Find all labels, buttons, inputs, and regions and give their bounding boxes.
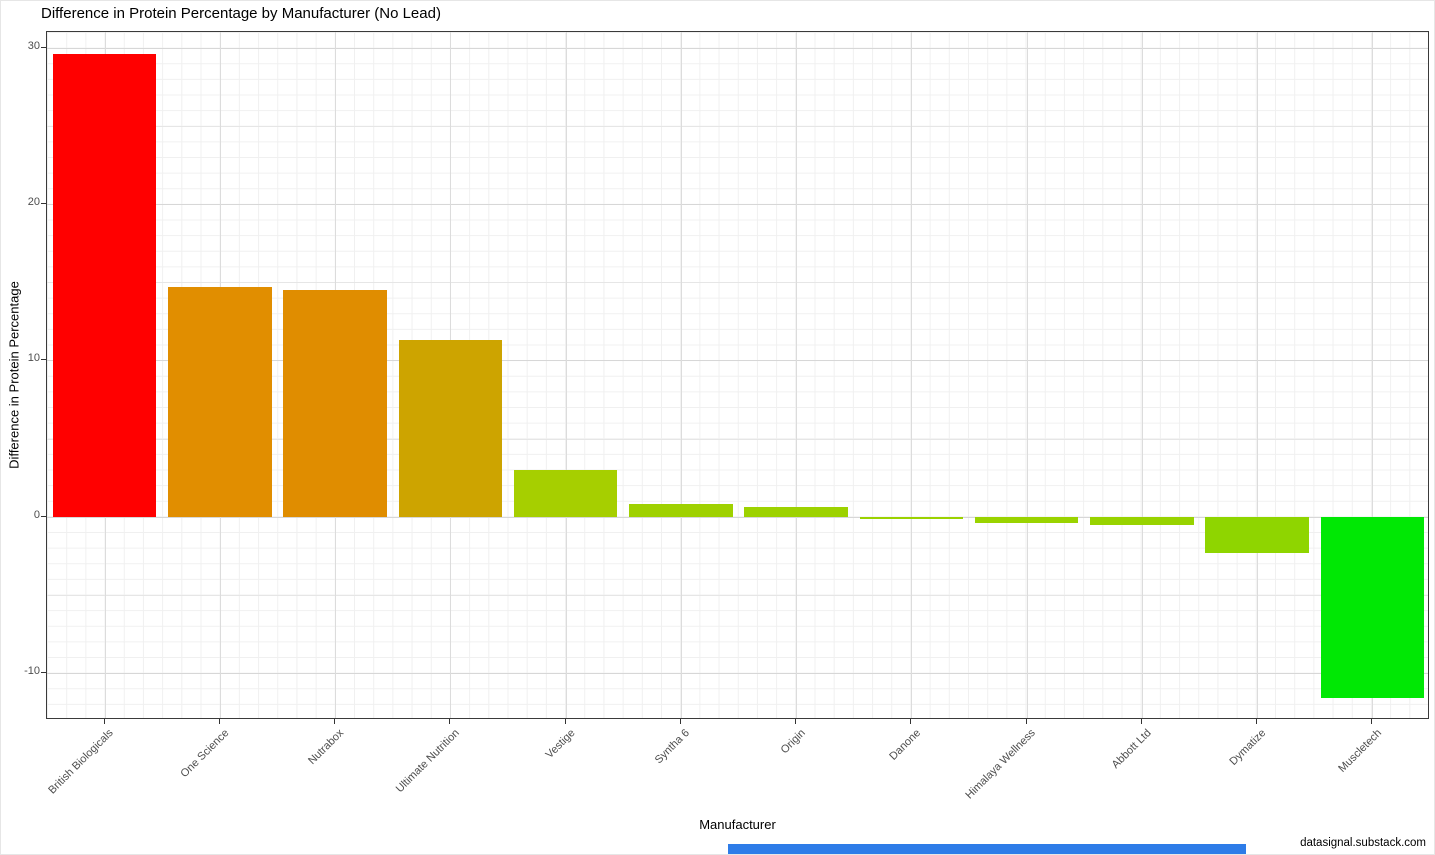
y-tick-label: 10 [27,352,40,365]
x-tick-label: Danone [887,727,923,763]
x-axis-tick [1371,719,1373,724]
x-tick-label: Abbott Ltd [1109,727,1154,771]
gridline-minor [47,282,1428,284]
x-tick-label: Muscletech [1336,727,1384,775]
x-tick-label: Dymatize [1227,727,1269,768]
y-tick-label: 0 [33,508,40,521]
y-axis-title: Difference in Protein Percentage [6,281,22,469]
plot-panel [46,31,1429,719]
gridline-major [47,204,1428,205]
x-tick-label: Ultimate Nutrition [393,727,462,796]
y-axis-tick [41,359,46,361]
bar-himalaya-wellness [974,516,1079,523]
bar-dymatize [1205,516,1309,553]
x-axis-tick [1256,719,1258,724]
x-tick-label: Syntha 6 [653,727,693,767]
x-axis-tick [564,719,566,724]
x-axis-tick [1025,719,1027,724]
bar-origin [744,507,848,517]
gridline-vertical [1257,32,1259,718]
y-tick-label: -10 [24,665,40,678]
bar-british-biologicals [52,53,157,517]
x-tick-label: Origin [778,727,808,757]
gridline-vertical [680,32,682,718]
y-axis-tick [41,203,46,204]
x-axis-tick [103,719,105,724]
y-axis-tick [41,672,46,674]
gridline-major [47,47,1428,49]
gridline-vertical [565,32,567,718]
gridline-vertical [1141,32,1143,718]
y-tick-label: 20 [27,196,40,208]
bar-danone [859,516,964,520]
gridline-major [47,673,1428,675]
bar-ultimate-nutrition [398,340,503,517]
y-tick-label: 30 [27,39,40,52]
bar-muscletech [1320,516,1425,699]
bar-nutrabox [283,290,387,517]
x-axis-title: Manufacturer [699,817,776,832]
x-tick-label: One Science [178,727,232,781]
x-axis-tick [1140,719,1142,724]
x-axis-tick [679,719,681,724]
bar-one-science [168,286,272,517]
bottom-accent-strip [728,844,1246,854]
x-axis-tick [910,719,912,724]
gridline-minor [47,594,1428,596]
gridline-vertical [796,32,798,718]
x-tick-label: British Biologicals [46,727,117,797]
gridline-minor [47,125,1428,127]
bar-vestige [513,469,618,517]
gridline-vertical [911,32,913,718]
bar-abbott-ltd [1090,516,1194,525]
x-axis-tick [795,719,797,724]
x-tick-label: Vestige [543,727,578,762]
chart-title: Difference in Protein Percentage by Manu… [41,5,441,22]
y-axis-tick [41,46,46,48]
x-axis-tick [334,719,336,724]
x-tick-label: Himalaya Wellness [963,727,1039,802]
x-axis-tick [449,719,451,724]
x-axis-tick [218,719,220,724]
gridline-vertical [1026,32,1028,718]
bar-syntha-6 [629,504,733,517]
source-link: datasignal.substack.com [1300,837,1426,849]
x-tick-label: Nutrabox [306,727,347,768]
y-axis-tick [41,515,46,517]
